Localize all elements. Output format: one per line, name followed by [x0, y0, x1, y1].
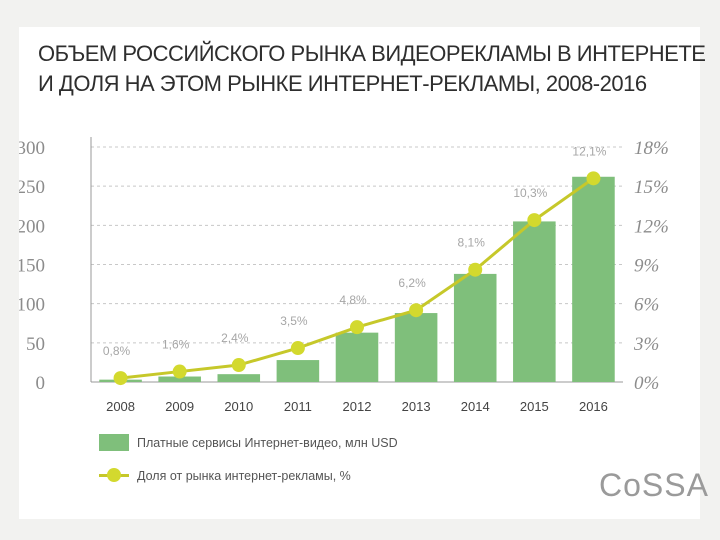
y-left-tick-label: 100 [19, 295, 45, 316]
share-marker [350, 320, 364, 335]
chart: 0 50 100 150 200 250 300 0% 3% 6% 9% 12% 15% 18% 2008 2… [19, 137, 669, 414]
y-left-tick-label: 200 [19, 216, 45, 237]
legend-label-line: Доля от рынка интернет-рекламы, % [137, 468, 351, 483]
share-data-label: 8,1% [458, 236, 486, 250]
legend-bar-swatch [99, 434, 129, 451]
y-left-tick-label: 150 [19, 256, 45, 277]
share-marker [172, 364, 187, 379]
y-right-tick-label: 18% [634, 138, 669, 159]
legend-line-swatch [99, 467, 129, 484]
x-tick-label: 2015 [520, 399, 549, 414]
x-tick-label: 2016 [579, 399, 608, 414]
slide: ОБЪЕМ РОССИЙСКОГО РЫНКА ВИДЕОРЕКЛАМЫ В И… [19, 27, 708, 519]
x-tick-label: 2014 [461, 399, 490, 414]
legend-label-bars: Платные сервисы Интернет-видео, млн USD [137, 435, 398, 450]
y-right-tick-label: 15% [634, 177, 669, 198]
y-left-tick-label: 50 [26, 334, 45, 355]
bar [276, 360, 320, 382]
share-marker [290, 341, 305, 356]
title-line-2: И ДОЛЯ НА ЭТОМ РЫНКЕ ИНТЕРНЕТ-РЕКЛАМЫ, 2… [38, 71, 647, 96]
legend-item-line: Доля от рынка интернет-рекламы, % [99, 467, 351, 484]
x-tick-label: 2010 [224, 399, 253, 414]
y-right-tick-label: 0% [634, 373, 659, 394]
x-tick-label: 2011 [284, 399, 312, 414]
x-tick-label: 2012 [343, 399, 372, 414]
share-marker [586, 171, 601, 186]
share-marker [231, 358, 246, 373]
share-data-label: 0,8% [103, 344, 131, 358]
legend-item-bars: Платные сервисы Интернет-видео, млн USD [99, 434, 398, 451]
share-marker [527, 213, 542, 228]
y-right-tick-label: 3% [633, 334, 659, 355]
share-marker [113, 371, 128, 386]
share-data-label: 2,4% [221, 331, 249, 345]
bar [394, 313, 438, 382]
share-data-label: 10,3% [513, 186, 547, 200]
x-tick-label: 2009 [165, 399, 194, 414]
y-left-tick-label: 250 [19, 177, 45, 198]
y-left-tick-label: 0 [36, 373, 46, 394]
share-data-label: 3,5% [280, 314, 308, 328]
bar [513, 221, 556, 382]
share-data-label: 12,1% [572, 144, 606, 158]
bar [453, 273, 497, 382]
share-data-label: 1,6% [162, 338, 190, 352]
bar [572, 176, 615, 382]
bar [158, 376, 201, 382]
share-data-label: 4,8% [339, 293, 367, 307]
cossa-logo: CoSSA [599, 467, 709, 503]
y-right-tick-label: 12% [634, 216, 669, 237]
share-marker [409, 303, 424, 318]
bar [335, 332, 379, 382]
x-tick-label: 2008 [106, 399, 135, 414]
title-line-1: ОБЪЕМ РОССИЙСКОГО РЫНКА ВИДЕОРЕКЛАМЫ В И… [38, 41, 706, 66]
y-right-tick-label: 9% [634, 256, 659, 277]
x-tick-label: 2013 [402, 399, 431, 414]
y-left-tick-label: 300 [19, 138, 45, 159]
bar [217, 374, 261, 382]
share-marker [468, 262, 483, 277]
y-right-tick-label: 6% [634, 295, 659, 316]
chart-title: ОБЪЕМ РОССИЙСКОГО РЫНКА ВИДЕОРЕКЛАМЫ В И… [38, 39, 706, 99]
share-data-label: 6,2% [398, 276, 426, 290]
